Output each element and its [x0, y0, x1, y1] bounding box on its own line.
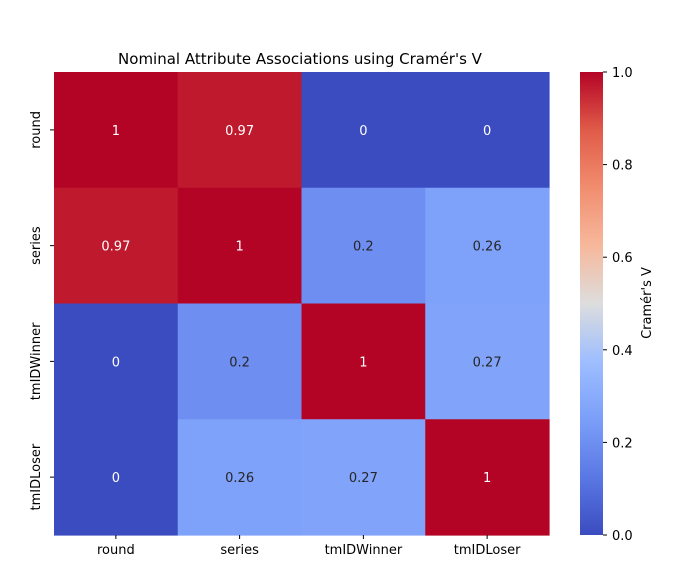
cell-value-label: 0.27 [349, 471, 378, 486]
heatmap-cell-round-tmIDWinner [301, 72, 426, 189]
colorbar-tick-label: 1.0 [612, 66, 633, 81]
heatmap-cell-tmIDWinner-round [54, 303, 179, 420]
colorbar-tick-label: 0.2 [612, 436, 633, 451]
y-tick-label: tmIDLoser [29, 443, 44, 510]
colorbar-tick-label: 0.0 [612, 529, 633, 544]
x-tick-label: tmIDLoser [454, 543, 521, 558]
heatmap-cell-series-series [177, 187, 303, 305]
y-tick-label: series [29, 226, 44, 265]
cell-value-label: 1 [483, 471, 491, 486]
heatmap-cell-tmIDWinner-series [177, 303, 303, 420]
cell-value-label: 0.97 [101, 240, 130, 255]
y-axis: round series tmIDWinner tmIDLoser [29, 111, 54, 510]
heatmap-cell-round-round [54, 72, 179, 189]
colorbar-tick-label: 0.4 [612, 344, 633, 359]
cell-value-label: 1 [112, 124, 120, 139]
heatmap-cells: 1 0.97 0 0 0.97 1 0.2 0.26 0 0.2 1 0.27 0 0.26 0.27 1 [54, 72, 550, 536]
cell-value-label: 1 [359, 355, 367, 370]
heatmap-cell-series-tmIDWinner [301, 187, 426, 305]
cell-value-label: 0.2 [229, 355, 250, 370]
cell-value-label: 0.2 [353, 240, 374, 255]
cell-value-label: 0 [483, 124, 491, 139]
colorbar-label: Cramér's V [640, 267, 655, 339]
x-axis: round series tmIDWinner tmIDLoser [97, 535, 521, 558]
cell-value-label: 0.26 [225, 471, 254, 486]
heatmap-cell-tmIDLoser-series [177, 419, 303, 536]
heatmap-cell-round-series [177, 72, 303, 189]
heatmap-cell-tmIDLoser-tmIDLoser [425, 419, 550, 536]
colorbar-axis: 0.0 0.2 0.4 0.6 0.8 1.0 [603, 66, 633, 544]
heatmap-cell-tmIDWinner-tmIDLoser [425, 303, 550, 420]
cell-value-label: 0 [359, 124, 367, 139]
cell-value-label: 0.97 [225, 124, 254, 139]
heatmap-cell-tmIDLoser-round [54, 419, 179, 536]
x-tick-label: series [220, 543, 259, 558]
cell-value-label: 1 [235, 240, 243, 255]
cell-value-label: 0.26 [473, 240, 502, 255]
chart-title: Nominal Attribute Associations using Cra… [118, 50, 483, 68]
colorbar-tick-label: 0.6 [612, 251, 633, 266]
colorbar [580, 72, 603, 535]
x-tick-label: tmIDWinner [325, 543, 403, 558]
y-tick-label: tmIDWinner [29, 322, 44, 400]
heatmap-cell-round-tmIDLoser [425, 72, 550, 189]
cell-value-label: 0 [112, 471, 120, 486]
cell-value-label: 0 [112, 355, 120, 370]
x-tick-label: round [97, 543, 135, 558]
heatmap-cell-tmIDLoser-tmIDWinner [301, 419, 426, 536]
heatmap-cell-series-round [54, 187, 179, 305]
colorbar-tick-label: 0.8 [612, 159, 633, 174]
heatmap-cell-tmIDWinner-tmIDWinner [301, 303, 426, 420]
heatmap-cell-series-tmIDLoser [425, 187, 550, 305]
y-tick-label: round [29, 111, 44, 149]
cell-value-label: 0.27 [473, 355, 502, 370]
